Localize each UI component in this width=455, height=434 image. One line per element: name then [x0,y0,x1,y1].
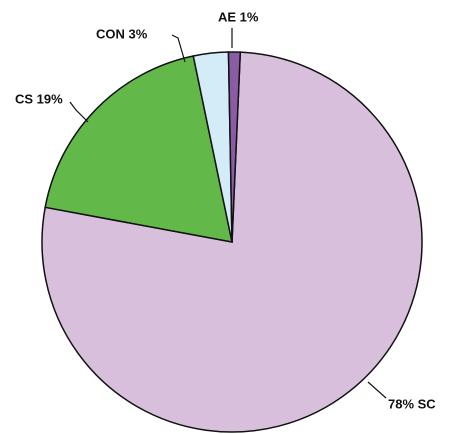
slice-label: CON 3% [96,26,148,41]
leader-line [69,101,89,123]
leader-line [367,381,387,399]
slice-label: 78% SC [388,396,436,411]
leader-line [171,34,186,63]
slice-label: CS 19% [15,91,63,106]
pie-slice [44,55,233,243]
slice-label: AE 1% [218,9,259,24]
pie-slice [227,51,242,243]
